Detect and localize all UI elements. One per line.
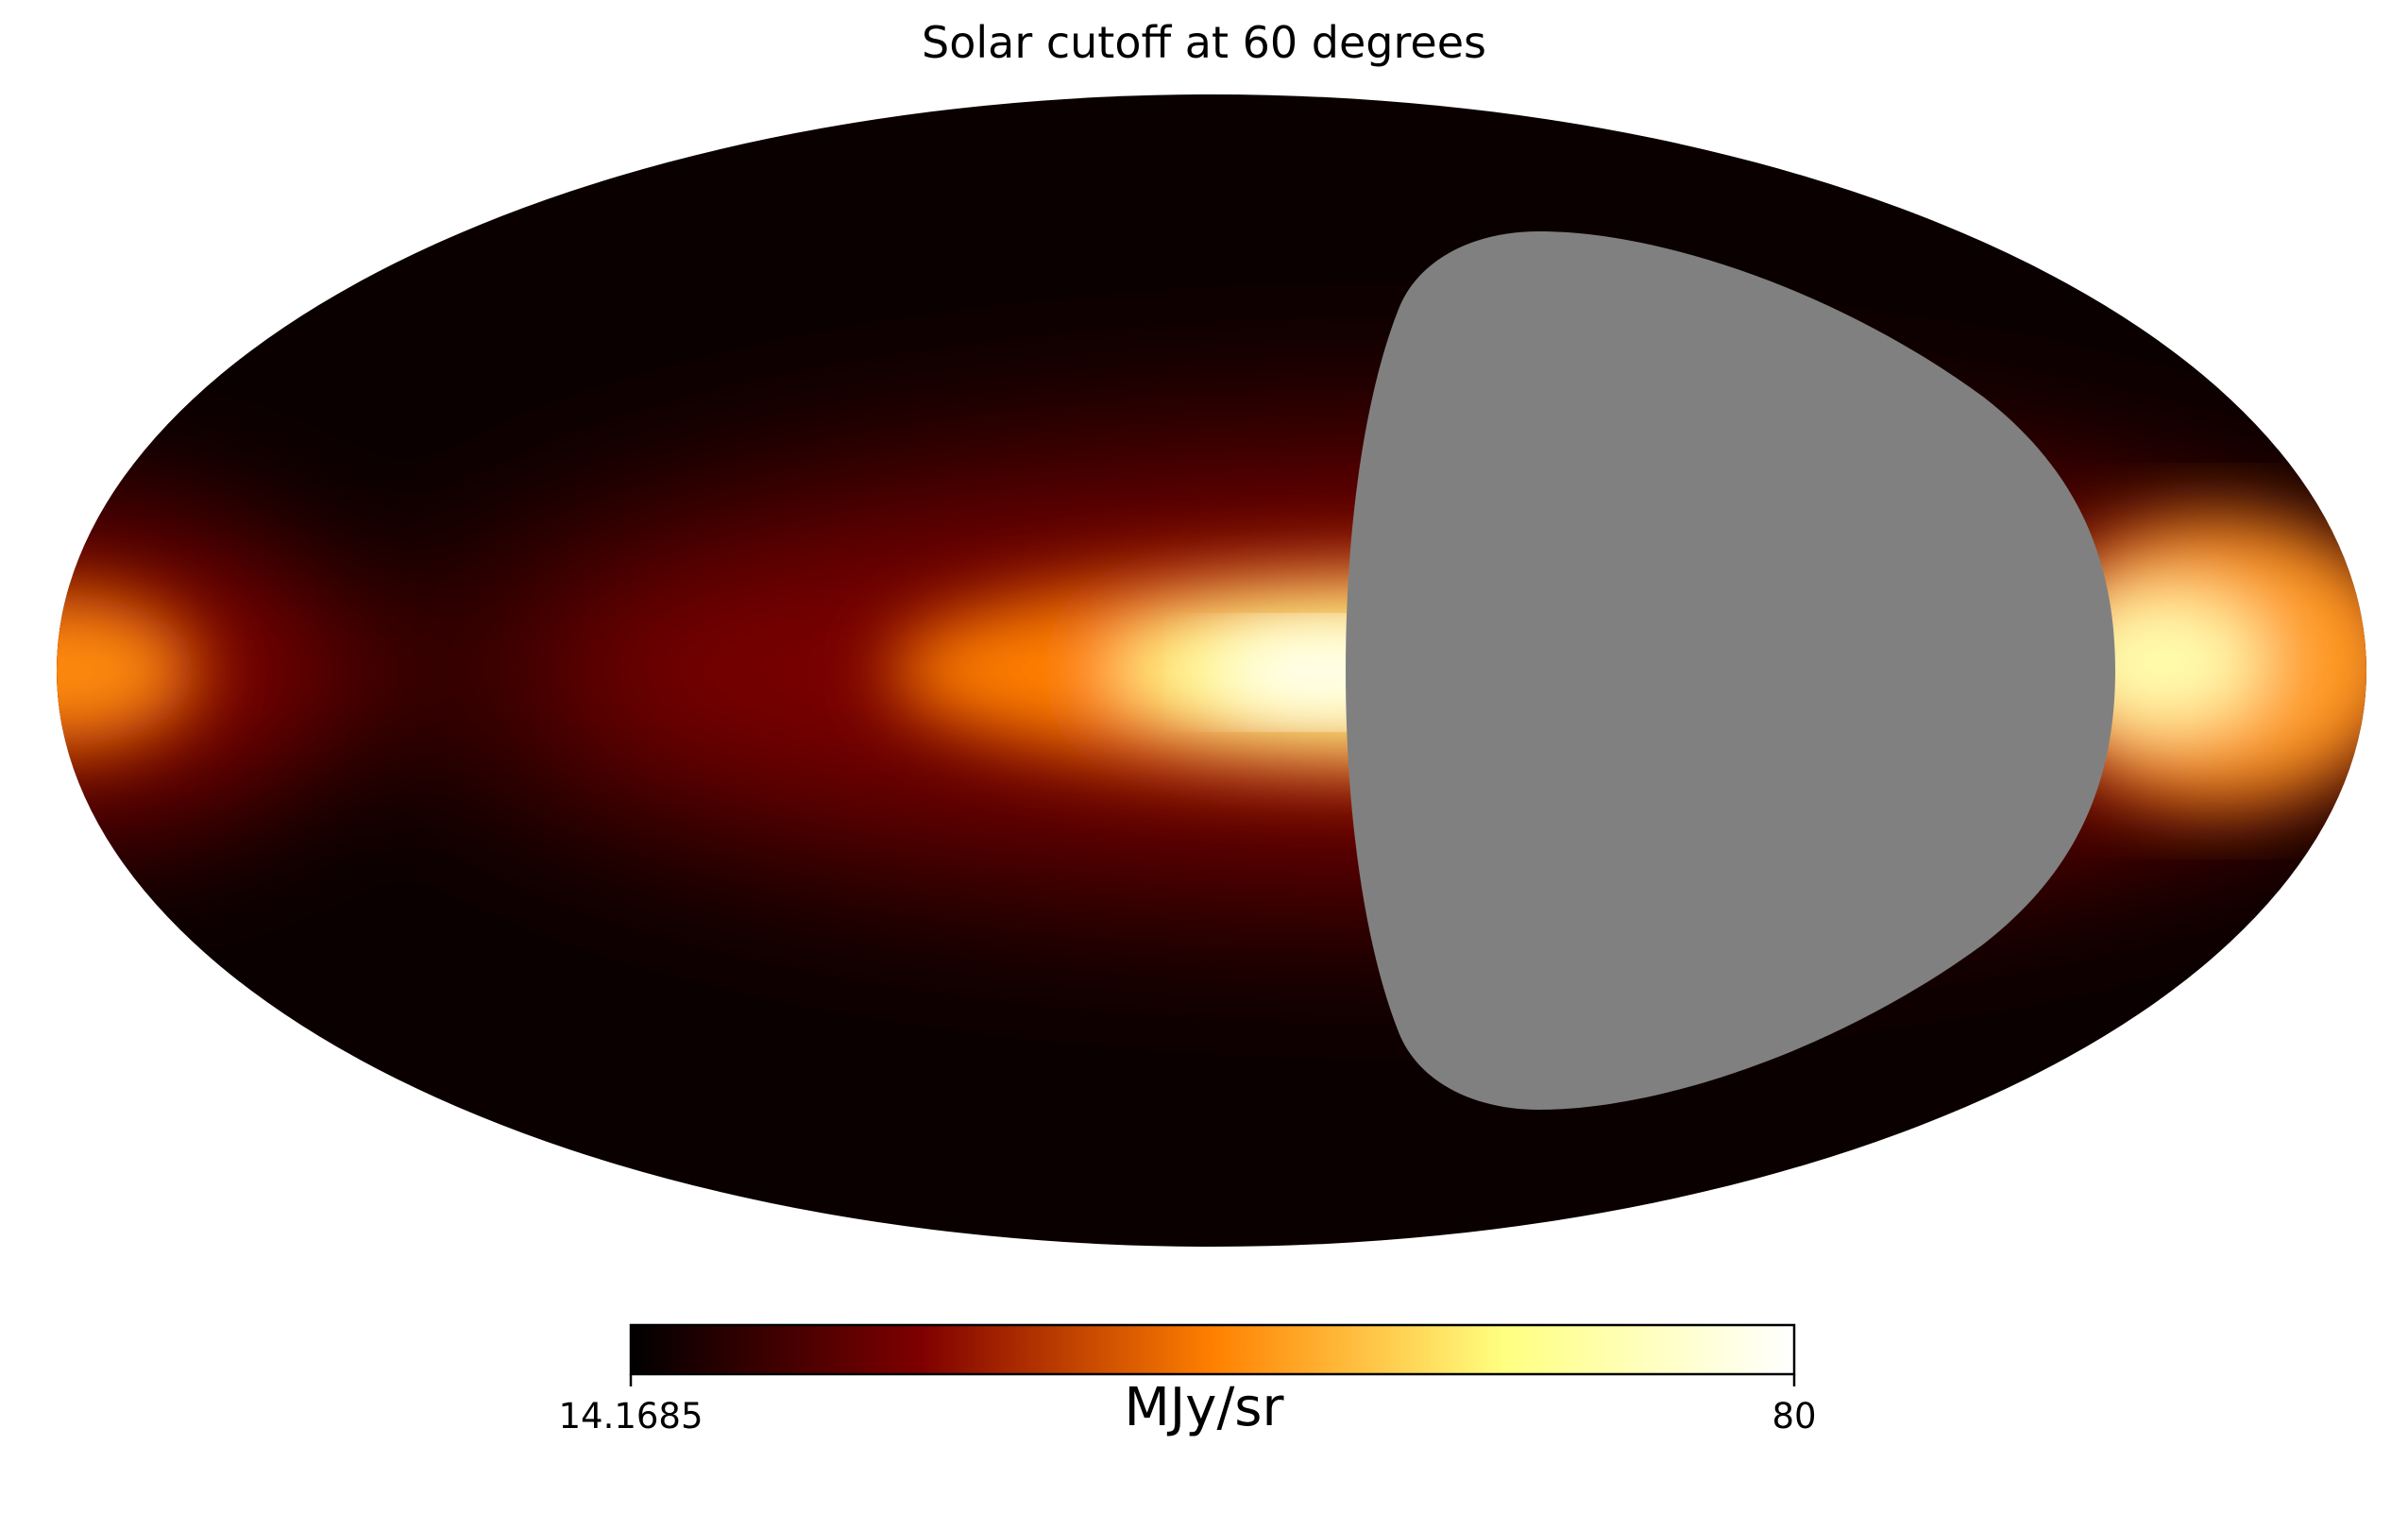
masked-region [1346, 231, 2115, 1110]
colorbar-min-label: 14.1685 [558, 1396, 704, 1436]
chart-title: Solar cutoff at 60 degrees [922, 17, 1486, 68]
colorbar-gradient [629, 1323, 1796, 1376]
colorbar-unit-label: MJy/sr [1124, 1377, 1284, 1438]
sky-map [57, 94, 2366, 1247]
colorbar [629, 1323, 1796, 1386]
colorbar-max-label: 80 [1772, 1396, 1817, 1436]
